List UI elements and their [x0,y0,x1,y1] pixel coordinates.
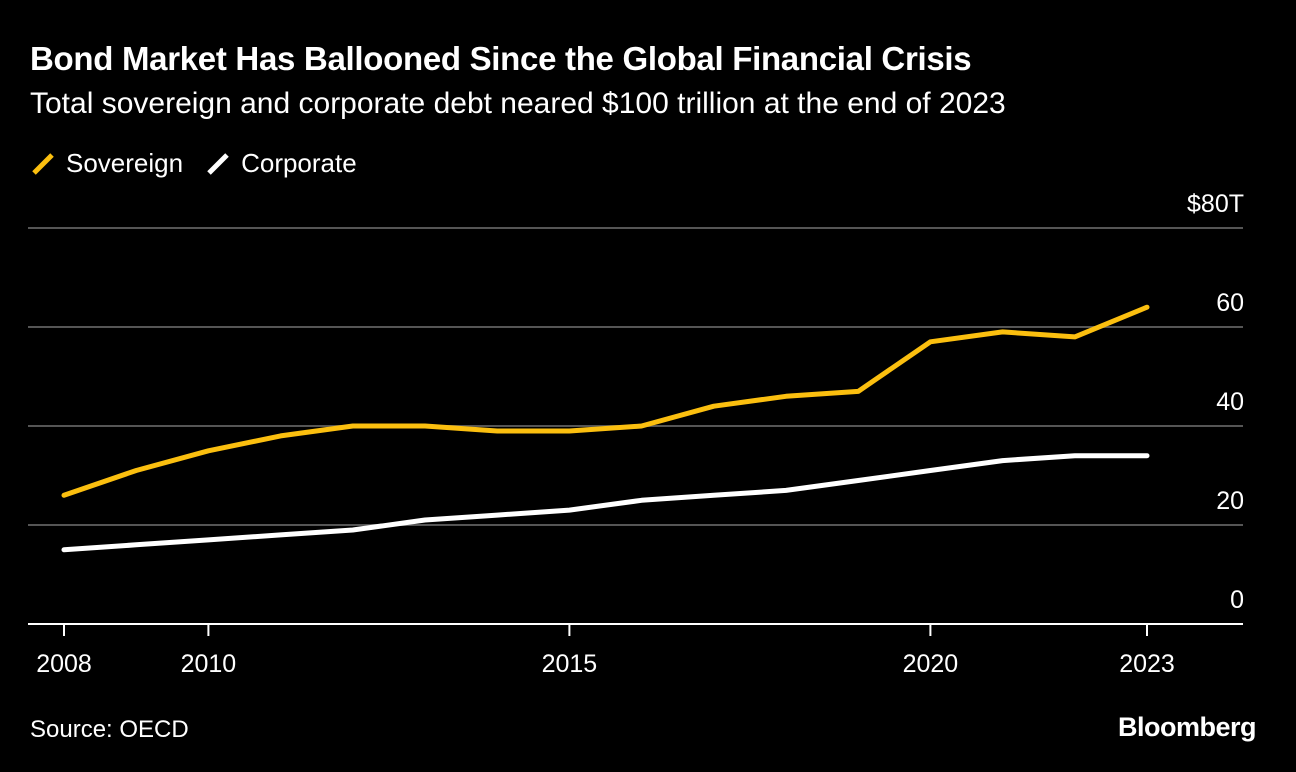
y-tick-label-20: 20 [1216,487,1244,515]
x-tick-label-2020: 2020 [903,650,959,678]
y-tick-label-0: 0 [1230,586,1244,614]
legend: Sovereign Corporate [30,148,379,179]
x-axis [28,623,1243,636]
legend-swatch-corporate-line [207,152,229,175]
series-line-sovereign [61,304,1150,498]
x-tick-label-2023: 2023 [1119,650,1175,678]
y-axis-tick-labels: 0 20 40 60 $80T [1187,190,1244,614]
legend-item-sovereign: Sovereign [30,148,183,179]
y-tick-label-60: 60 [1216,289,1244,317]
x-tick-label-2015: 2015 [542,650,598,678]
legend-label-sovereign: Sovereign [66,148,184,178]
chart-subtitle: Total sovereign and corporate debt neare… [30,87,1006,120]
chart-title: Bond Market Has Ballooned Since the Glob… [30,40,972,77]
legend-swatch-corporate [207,152,229,175]
x-tick-label-2008: 2008 [36,650,92,678]
legend-label-corporate: Corporate [241,148,357,178]
gridlines [28,227,1243,526]
y-tick-label-80: $80T [1187,190,1244,218]
legend-swatch-sovereign-line [32,152,54,175]
x-tick-label-2010: 2010 [181,650,237,678]
source-note: Source: OECD [30,716,189,743]
bloomberg-logo: Bloomberg [1117,712,1257,742]
series-line-corporate [61,453,1150,553]
legend-swatch-sovereign [32,152,54,175]
x-axis-tick-labels: 2008 2010 2015 2020 2023 [36,650,1175,678]
y-tick-label-40: 40 [1216,388,1244,416]
legend-item-corporate: Corporate [205,148,357,179]
series-lines [61,304,1150,553]
